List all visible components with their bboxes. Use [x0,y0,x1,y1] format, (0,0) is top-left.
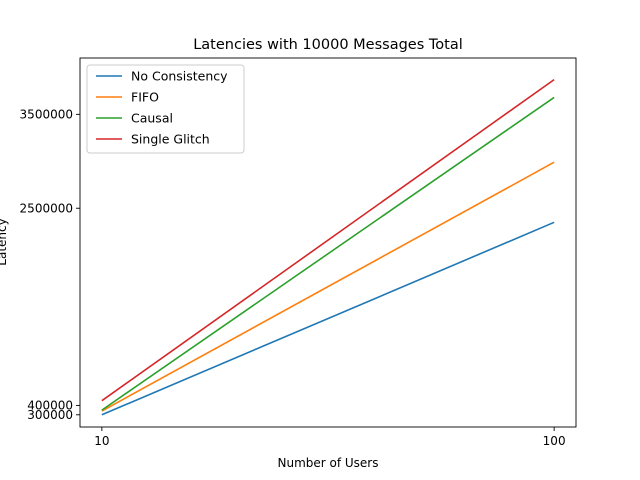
y-tick-label: 400000 [27,399,73,413]
legend-entries: No Consistency FIFO Causal Single Glitch [96,69,228,147]
legend-label: No Consistency [131,69,228,84]
x-tick-label: 100 [543,434,566,448]
legend-box [86,64,245,154]
y-tick-label: 3500000 [20,108,73,122]
series-line-2 [101,96,555,411]
y-axis-label: Latency [0,218,9,265]
plot-frame [79,57,577,428]
series-layer [101,78,555,416]
x-axis-label: Number of Users [277,456,378,470]
y-tick-label: 300000 [27,408,73,422]
legend-label: Causal [131,111,173,126]
series-line-0 [101,221,555,416]
x-tick-label: 10 [94,434,109,448]
series-line-3 [101,78,555,402]
chart-title: Latencies with 10000 Messages Total [193,37,463,53]
legend-label: FIFO [131,90,159,105]
legend-label: Single Glitch [131,132,210,147]
x-axis-ticks: 10 100 [94,427,566,448]
legend: No Consistency FIFO Causal Single Glitch [86,64,245,154]
axes-layer [79,57,577,428]
series-line-1 [101,161,555,412]
y-tick-label: 2500000 [20,202,73,216]
